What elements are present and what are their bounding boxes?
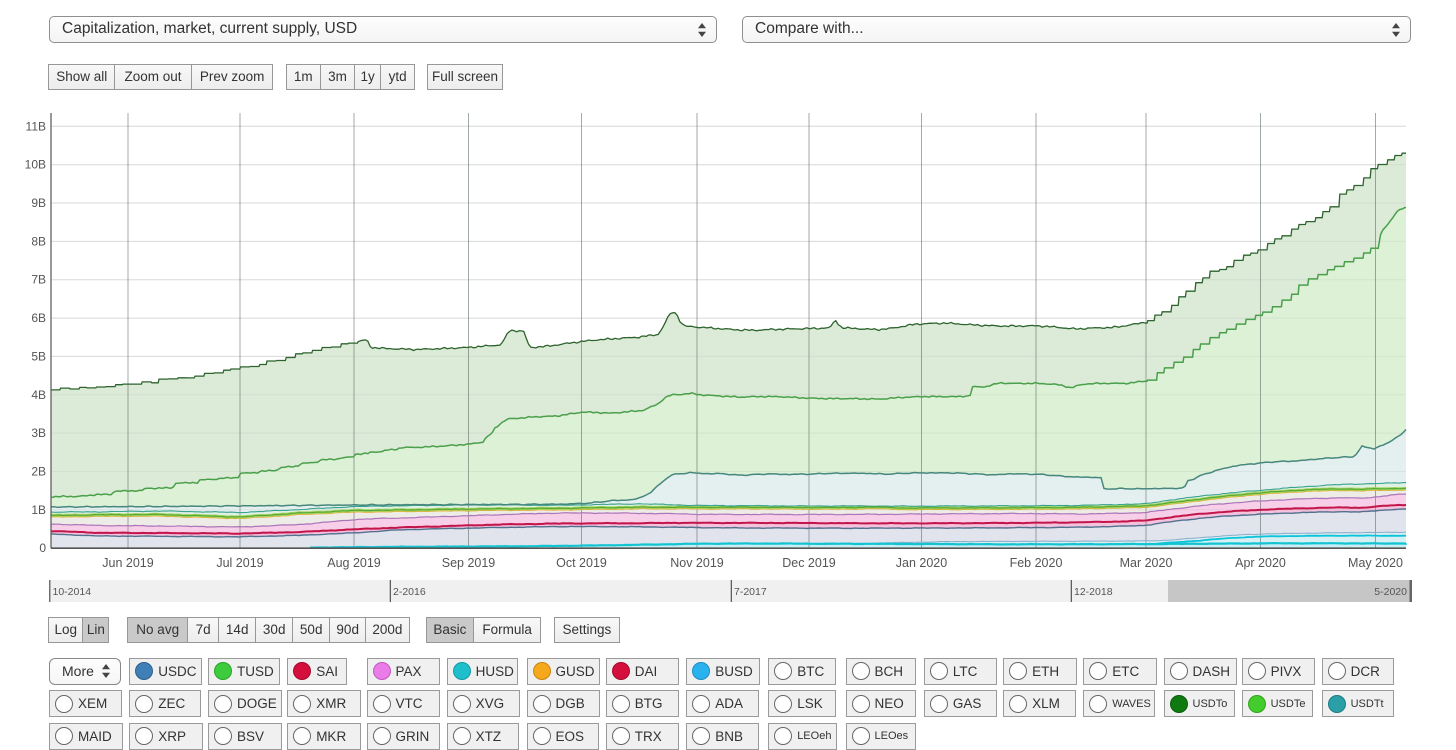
svg-text:11B: 11B (26, 119, 46, 133)
svg-text:4B: 4B (31, 388, 46, 402)
svg-text:Feb 2020: Feb 2020 (1010, 556, 1063, 570)
svg-text:Jul 2019: Jul 2019 (216, 556, 263, 570)
svg-text:0: 0 (39, 541, 46, 555)
svg-text:3B: 3B (31, 426, 46, 440)
svg-text:10-2014: 10-2014 (53, 586, 92, 598)
svg-text:10B: 10B (25, 158, 46, 172)
svg-text:Apr 2020: Apr 2020 (1235, 556, 1286, 570)
svg-text:12-2018: 12-2018 (1074, 586, 1113, 598)
svg-text:7B: 7B (31, 273, 46, 287)
svg-text:Jun 2019: Jun 2019 (102, 556, 153, 570)
svg-text:5-2020: 5-2020 (1374, 586, 1407, 598)
svg-text:8B: 8B (31, 234, 46, 248)
svg-text:Oct 2019: Oct 2019 (556, 556, 607, 570)
svg-text:Dec 2019: Dec 2019 (782, 556, 836, 570)
svg-text:Nov 2019: Nov 2019 (670, 556, 724, 570)
svg-text:6B: 6B (31, 311, 46, 325)
svg-text:1B: 1B (31, 503, 46, 517)
svg-text:2B: 2B (31, 465, 46, 479)
svg-text:5B: 5B (31, 349, 46, 363)
svg-text:May 2020: May 2020 (1348, 556, 1403, 570)
svg-text:Mar 2020: Mar 2020 (1120, 556, 1173, 570)
svg-text:Sep 2019: Sep 2019 (442, 556, 496, 570)
svg-text:2-2016: 2-2016 (393, 586, 426, 598)
svg-text:Aug 2019: Aug 2019 (327, 556, 381, 570)
svg-text:Jan 2020: Jan 2020 (896, 556, 947, 570)
svg-text:7-2017: 7-2017 (734, 586, 767, 598)
svg-text:9B: 9B (31, 196, 46, 210)
